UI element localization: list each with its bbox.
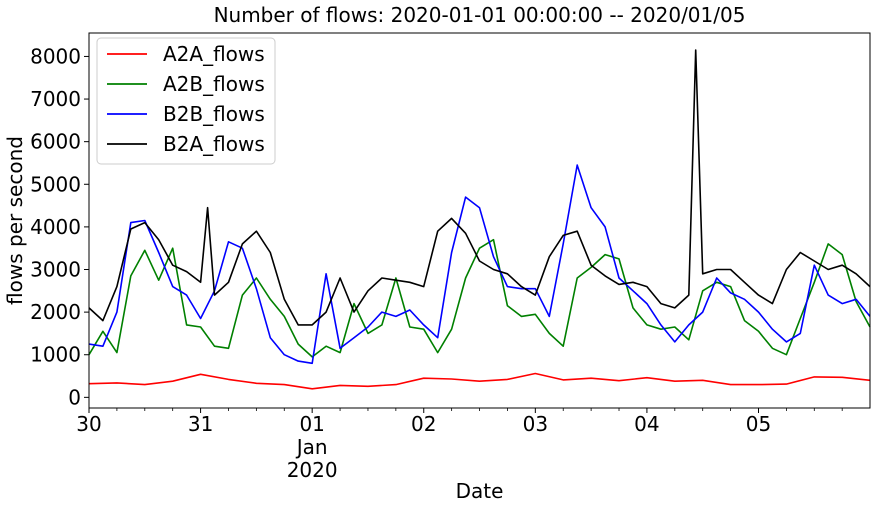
y-axis: 0 1000 2000 3000 4000 5000 6000 7000 8000 — [30, 44, 89, 409]
legend-label: B2B_flows — [163, 102, 265, 126]
legend-label: A2A_flows — [163, 42, 265, 66]
legend-box — [96, 37, 276, 165]
x-tick-sublabel: 2020 — [287, 458, 338, 482]
legend: A2A_flows A2B_flows B2B_flows B2A_flows — [96, 37, 276, 165]
x-axis-label: Date — [456, 479, 504, 503]
y-tick-label: 6000 — [30, 130, 81, 154]
series-layer — [88, 49, 871, 390]
x-tick-label: 30 — [76, 412, 101, 436]
y-tick-label: 5000 — [30, 172, 81, 196]
y-tick-label: 7000 — [30, 87, 81, 111]
legend-label: A2B_flows — [163, 72, 265, 96]
y-axis-label: flows per second — [3, 136, 27, 305]
series-line-B2A_flows — [88, 49, 871, 326]
x-tick-label: 31 — [188, 412, 213, 436]
x-tick-label: 04 — [634, 412, 659, 436]
y-tick-label: 2000 — [30, 300, 81, 324]
chart-title: Number of flows: 2020-01-01 00:00:00 -- … — [214, 3, 746, 27]
y-tick-label: 8000 — [30, 44, 81, 68]
series-line-B2B_flows — [88, 164, 871, 365]
series-line-A2B_flows — [88, 238, 871, 358]
y-tick-label: 1000 — [30, 343, 81, 367]
x-tick-label: 02 — [411, 412, 436, 436]
x-tick-sublabel: Jan — [295, 435, 328, 459]
x-tick-label: 01 — [299, 412, 324, 436]
x-tick-label: 05 — [746, 412, 771, 436]
series-line-A2A_flows — [88, 372, 871, 390]
x-tick-label: 03 — [523, 412, 548, 436]
legend-label: B2A_flows — [163, 132, 265, 156]
y-tick-label: 0 — [68, 385, 81, 409]
y-tick-label: 4000 — [30, 215, 81, 239]
y-tick-label: 3000 — [30, 258, 81, 282]
